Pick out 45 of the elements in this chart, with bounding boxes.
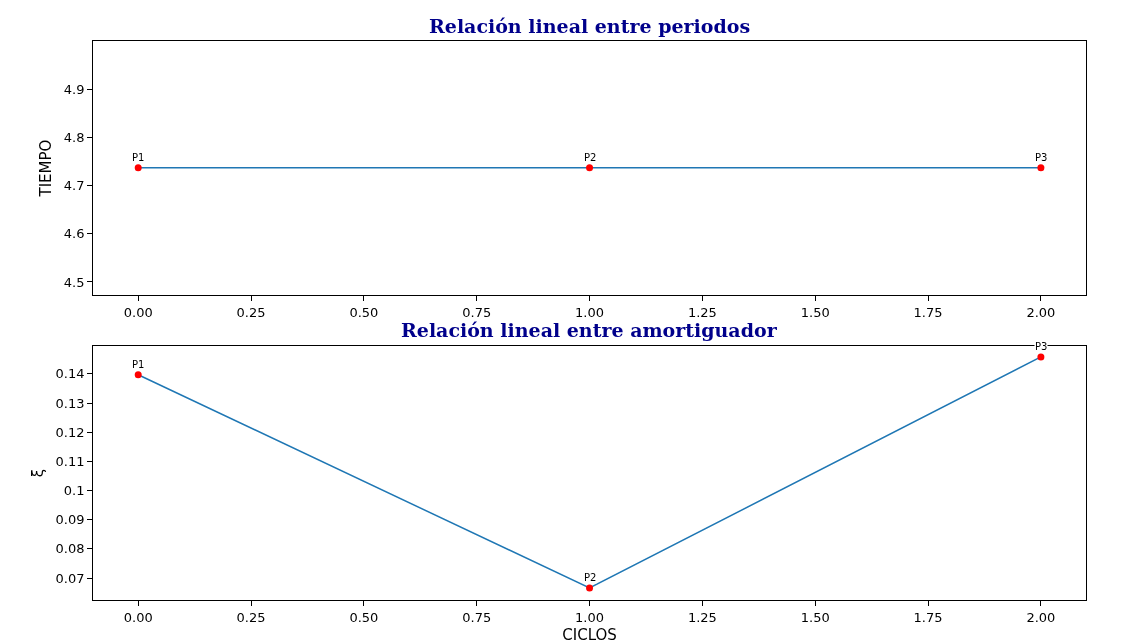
x-tick-label: 1.75 — [913, 609, 943, 625]
annotation: P2 — [584, 572, 597, 583]
y-axis-title: ξ — [28, 468, 47, 478]
x-tick-label: 0.25 — [236, 609, 266, 625]
x-tick-label: 1.50 — [800, 609, 830, 625]
annotation: P1 — [132, 359, 145, 370]
x-tick-label: 0.00 — [123, 609, 153, 625]
x-tick-label: 1.00 — [575, 609, 605, 625]
x-tick-label: 0.75 — [462, 304, 492, 320]
x-tick-label: 0.50 — [349, 609, 379, 625]
annotation: P1 — [132, 152, 145, 163]
point — [1037, 353, 1045, 361]
y-tick-label: 4.7 — [63, 178, 85, 194]
y-tick-label: 0.07 — [55, 570, 85, 586]
point — [586, 584, 594, 592]
x-tick-label: 0.50 — [349, 304, 379, 320]
y-tick-label: 0.1 — [63, 483, 85, 499]
x-tick-label: 0.25 — [236, 304, 266, 320]
y-tick-label: 0.13 — [55, 395, 85, 411]
point — [134, 371, 142, 379]
x-tick-label: 2.00 — [1026, 304, 1056, 320]
x-tick-label: 1.75 — [913, 304, 943, 320]
chart-title: Relación lineal entre periodos — [429, 15, 751, 37]
y-tick-label: 4.5 — [63, 274, 85, 290]
x-tick-label: 1.50 — [800, 304, 830, 320]
y-tick-label: 0.14 — [55, 366, 85, 382]
y-tick-label: 0.12 — [55, 424, 85, 440]
y-tick-label: 4.6 — [63, 226, 85, 242]
y-tick-label: 0.11 — [55, 453, 85, 469]
x-tick-label: 1.25 — [687, 304, 717, 320]
x-axis-title: CICLOS — [562, 626, 617, 644]
y-tick-label: 4.9 — [63, 81, 85, 97]
x-tick-label: 0.00 — [123, 304, 153, 320]
annotation: P3 — [1035, 152, 1048, 163]
x-tick-label: 1.25 — [687, 609, 717, 625]
y-tick-label: 0.08 — [55, 541, 85, 557]
x-tick-label: 2.00 — [1026, 609, 1056, 625]
y-axis-title: TIEMPO — [37, 139, 56, 198]
chart-title: Relación lineal entre amortiguador — [401, 319, 778, 341]
x-tick-label: 1.00 — [575, 304, 605, 320]
x-tick-label: 0.75 — [462, 609, 492, 625]
y-tick-label: 0.09 — [55, 512, 85, 528]
annotation: P3 — [1035, 341, 1048, 352]
y-tick-label: 4.8 — [63, 130, 85, 146]
annotation: P2 — [584, 152, 597, 163]
